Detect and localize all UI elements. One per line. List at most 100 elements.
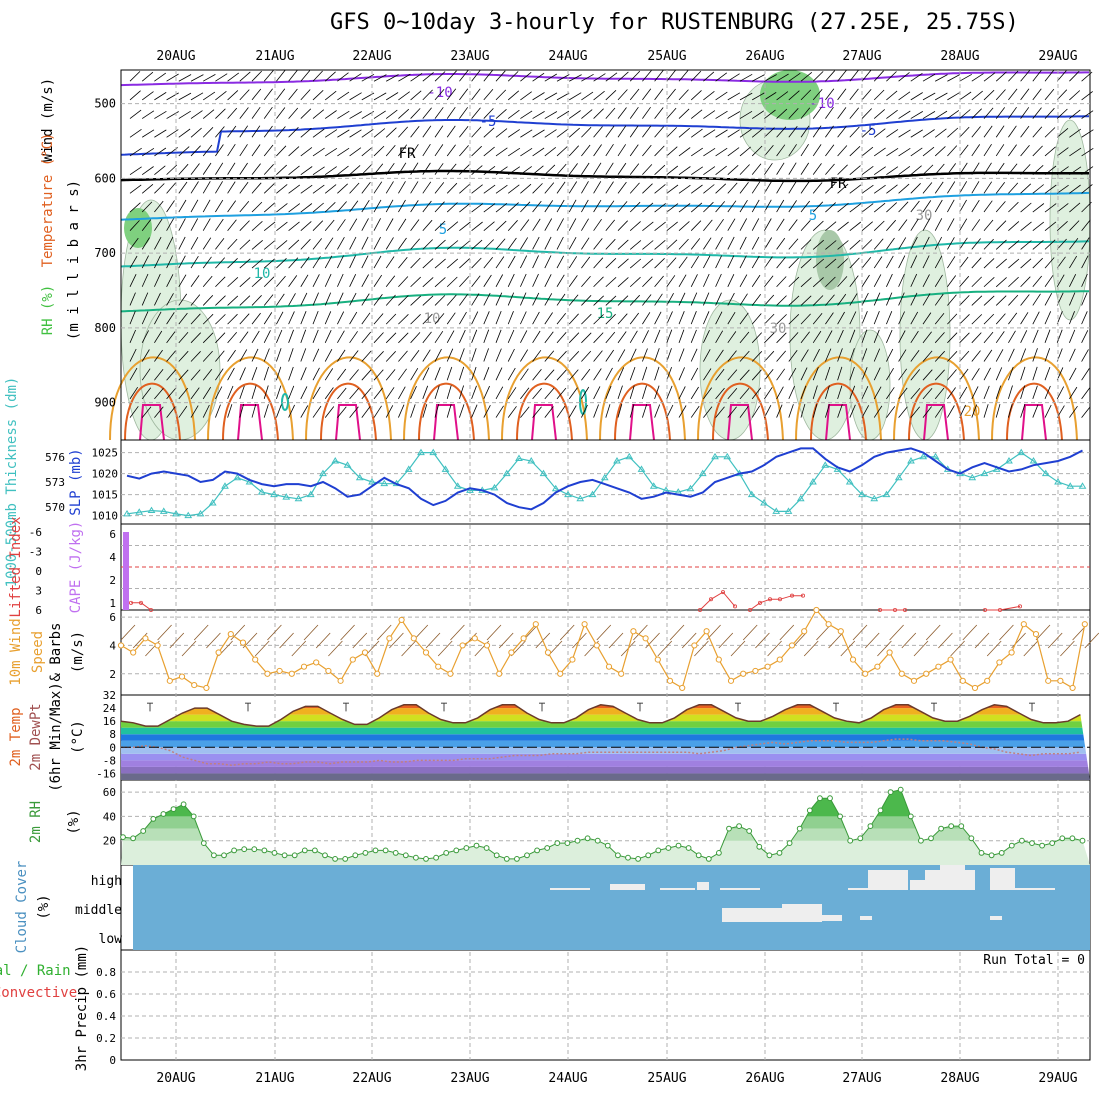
rh-point [241,846,248,853]
wind-barb [642,125,652,138]
wind-barb [568,199,577,213]
wind-barb [678,166,691,175]
wind-barb [190,127,202,138]
wind-barb [1020,385,1026,400]
wind-barb [788,181,797,194]
wind-speed-line-point [117,642,125,649]
wind-barb [263,125,273,138]
contour-label: 10 [424,311,441,327]
wind-barb [422,125,432,138]
wind-barb [324,202,336,213]
wind-barb [739,255,747,269]
wind-barb [1081,368,1090,381]
wind-barb [581,218,589,231]
wind-barb [678,221,690,232]
wind-speed-line-point [337,677,344,684]
run-total: Run Total = 0 [983,953,1085,968]
wind-barb [947,387,956,400]
wind-barb [886,219,896,231]
wind-barb [495,367,503,381]
wind-barb [190,332,201,344]
wind-barb [922,312,932,325]
rh-point [332,856,339,862]
temp-band [121,714,1090,722]
temp-tick: 16 [103,715,116,728]
wind-barb [825,404,830,418]
wind-barb [434,277,446,288]
wind-barb [337,165,349,175]
surface-wind-barb [230,624,246,641]
wind-barb [446,312,456,325]
rh-point [615,852,621,859]
wind-barb [410,219,420,231]
wind-barb [959,181,968,194]
wind-barb [349,218,358,231]
wind-barb [154,330,163,344]
wind-barb [1008,221,1020,232]
thickness-line-point [1041,469,1050,477]
rh-point [574,837,581,844]
wind-barb [1044,146,1056,157]
wind-barb [764,127,775,138]
wind-barb [446,258,459,269]
wind-barb [190,237,199,250]
wind-barb [568,405,577,418]
thickness-line-point [331,457,340,464]
surface-wind-barb [950,640,965,657]
wind-barb [861,274,870,287]
wind-barb [288,239,300,250]
wind-barb [1008,294,1019,306]
wind-barb [300,292,308,306]
surface-wind-barb [901,632,917,649]
wind-barb [715,91,728,101]
wind-barb [215,350,225,362]
wind-barb [446,348,454,362]
wind-barb [739,236,747,250]
wind-barb [727,73,740,82]
wind-barb [715,349,724,362]
wind-barb [263,330,271,344]
wind-barb [1056,386,1065,400]
wind-barb [1056,221,1068,232]
wind-barb [1032,239,1044,250]
wind-barb [349,200,359,213]
wind-barb [410,404,416,418]
surface-wind-barb [328,640,343,657]
wind-barb [312,147,325,157]
slp-tick: 1020 [92,468,119,481]
wind-barb [337,237,345,250]
thickness-line-point [172,509,180,517]
wind-barb [251,385,257,400]
rh-point [120,834,126,840]
wind-barb [995,313,1006,325]
thickness-tick: 570 [45,501,65,514]
wind-barb [251,277,263,288]
wind-barb [947,74,960,82]
wind-barb [715,292,722,306]
cape-tick: 6 [109,528,116,541]
wind-speed-line-point [191,681,198,689]
wind-barb [934,332,945,344]
wind-barb [983,72,996,82]
wind-barb [873,166,886,175]
wind-barb [1069,348,1076,362]
wind-barb [861,405,870,418]
wind-barb [873,202,886,213]
rh-point [806,807,813,814]
wind-barb [1044,311,1052,325]
upper-rh-shading [120,70,1091,441]
wind-barb [995,220,1007,231]
rh-point [352,852,359,859]
temp-contour-20 [991,356,1078,441]
wind-barb [935,74,948,82]
wind-barb [788,125,798,138]
wind-barb [873,329,880,343]
wind-barb [886,237,895,250]
wind-barb [227,200,237,213]
wind-barb [459,88,469,101]
wind-barb [178,146,190,157]
wind-barb [837,164,848,175]
wind-barb [593,276,604,288]
surface-wind-barb [279,632,294,649]
wind-barb [751,405,761,418]
